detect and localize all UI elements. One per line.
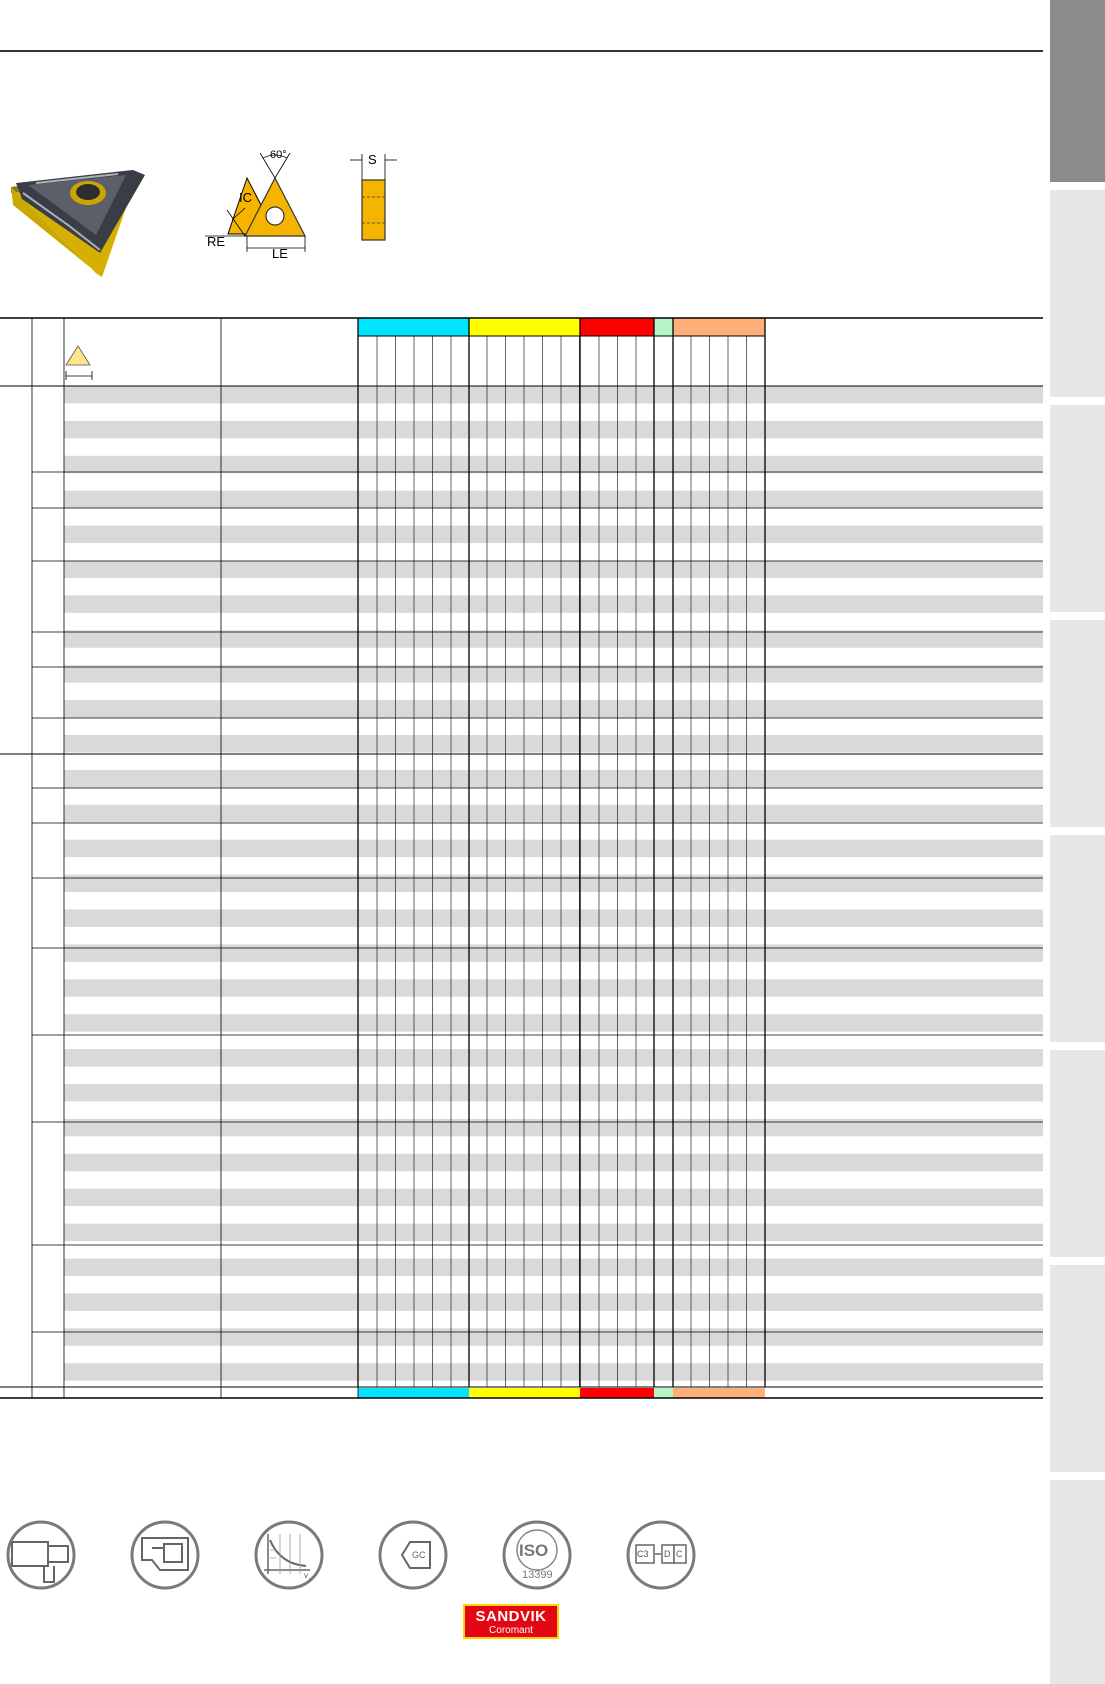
side-tab[interactable] [1050, 1050, 1105, 1257]
s-label: S [368, 152, 377, 167]
le-label: LE [272, 246, 288, 261]
code-key-icon[interactable]: C3 D C [626, 1520, 696, 1590]
table-row [64, 979, 1043, 997]
header-rule [0, 50, 1043, 52]
cutting-data-chart-icon[interactable]: v c [254, 1520, 324, 1590]
insert-shape-icon [65, 345, 91, 366]
table-row [64, 1049, 1043, 1067]
table-row [64, 909, 1043, 927]
table-row [64, 1084, 1043, 1102]
gc-label: GC [412, 1550, 426, 1560]
c3-label: C3 [637, 1549, 649, 1559]
iso-13399-icon[interactable]: ISO 13399 [502, 1520, 572, 1590]
side-tab[interactable] [1050, 1480, 1105, 1684]
table-row [64, 1363, 1043, 1381]
vc-sub-label: c [309, 1577, 312, 1583]
insert-clamp-icon[interactable] [130, 1520, 200, 1590]
table-row [64, 560, 1043, 578]
side-tab-strip [1050, 0, 1105, 1684]
re-label: RE [207, 234, 226, 249]
table-row [64, 1293, 1043, 1311]
material-group-header [673, 318, 765, 336]
side-tab[interactable] [1050, 405, 1105, 612]
side-tab-active[interactable] [1050, 0, 1105, 182]
tool-holder-icon[interactable] [6, 1520, 76, 1590]
material-group-footer [469, 1388, 580, 1398]
table-row [64, 1258, 1043, 1276]
material-group-header [654, 318, 673, 336]
table-row [64, 1118, 1043, 1137]
table-row [64, 455, 1043, 474]
table-row [64, 735, 1043, 753]
table-row [64, 804, 1043, 823]
table-row [64, 1188, 1043, 1207]
table-row [64, 1328, 1043, 1346]
sandvik-coromant-logo: SANDVIK Coromant [463, 1604, 559, 1639]
insert-thickness-drawing [350, 154, 397, 241]
grade-gc-icon[interactable]: GC [378, 1520, 448, 1590]
d-label: D [664, 1549, 671, 1559]
table-row [64, 1153, 1043, 1172]
material-group-footer [654, 1388, 673, 1398]
material-group-header [580, 318, 654, 336]
table-row [64, 630, 1043, 648]
logo-brand: SANDVIK [475, 1608, 547, 1625]
side-tab[interactable] [1050, 620, 1105, 827]
iso-label: ISO [519, 1541, 548, 1560]
material-group-footer [358, 1388, 469, 1398]
side-tab[interactable] [1050, 1265, 1105, 1472]
side-tab[interactable] [1050, 190, 1105, 397]
table-row [64, 1014, 1043, 1032]
vc-label: v [304, 1571, 308, 1580]
material-group-header [358, 318, 469, 336]
table-row [64, 769, 1043, 788]
iso-number: 13399 [522, 1569, 553, 1581]
material-group-footer [580, 1388, 654, 1398]
c-label: C [676, 1549, 683, 1559]
table-row [64, 490, 1043, 509]
angle-label: 60° [270, 149, 287, 161]
table-row [64, 1223, 1043, 1242]
table-row [64, 386, 1043, 404]
table-row [64, 700, 1043, 718]
table-row [64, 874, 1043, 893]
table-row [64, 839, 1043, 858]
table-row [64, 420, 1043, 439]
insert-photo [11, 170, 145, 277]
logo-sub: Coromant [489, 1625, 533, 1636]
table-row [64, 944, 1043, 962]
material-group-footer [673, 1388, 765, 1398]
material-group-header [469, 318, 580, 336]
insert-dimension-drawing [205, 152, 306, 252]
table-row [64, 525, 1043, 544]
ic-label: IC [239, 190, 252, 205]
side-tab[interactable] [1050, 835, 1105, 1042]
insert-selection-table [0, 317, 1043, 1399]
table-row [64, 665, 1043, 683]
table-row [64, 595, 1043, 613]
